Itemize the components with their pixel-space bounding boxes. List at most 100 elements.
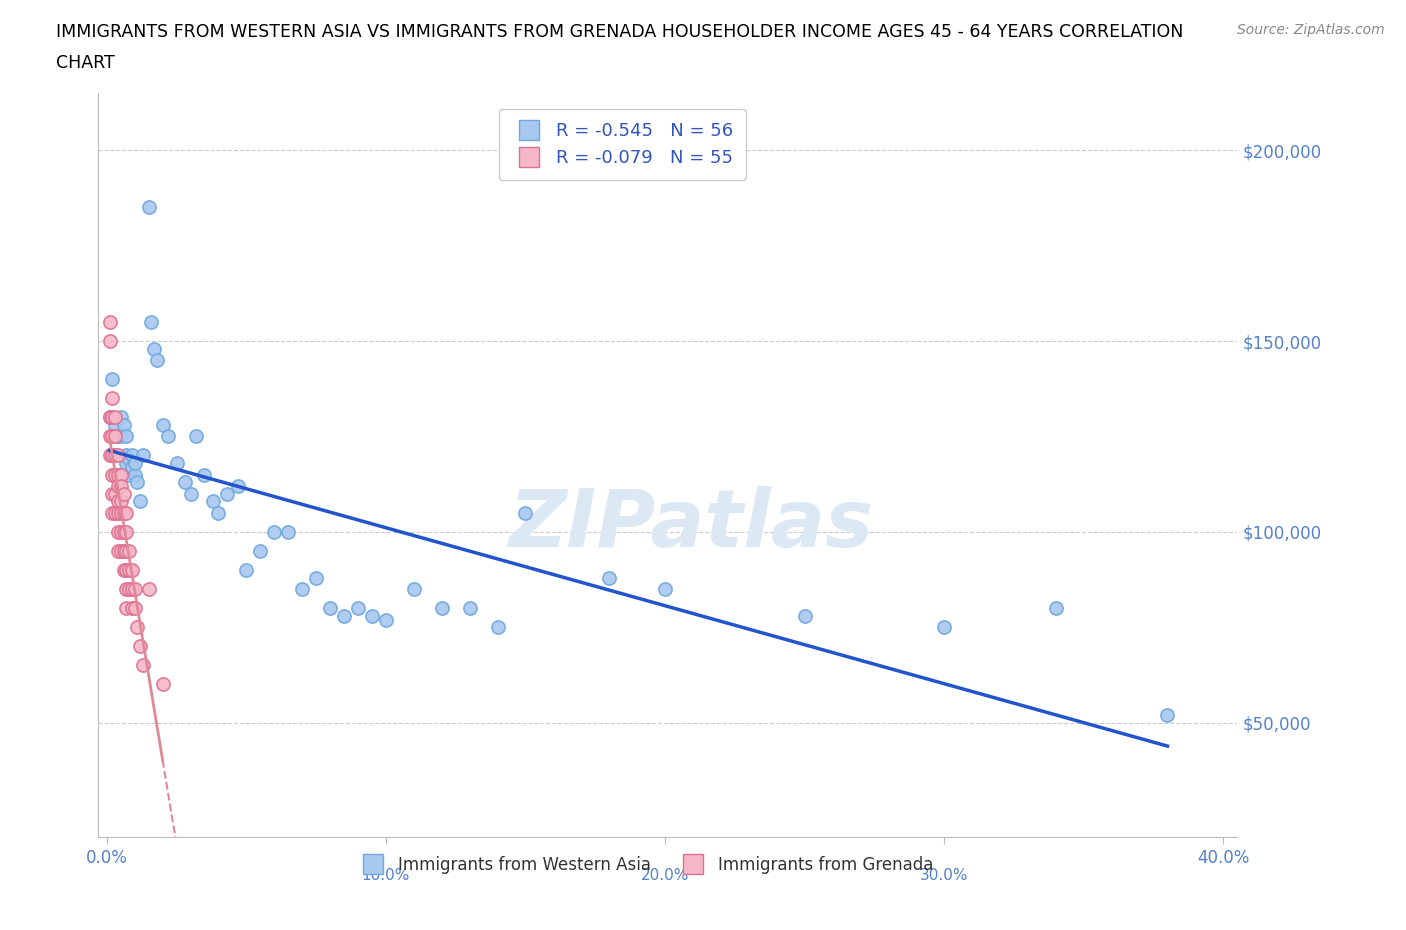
Point: [374, 612, 396, 627]
Point: [118, 452, 141, 467]
Point: [486, 619, 509, 634]
Point: [118, 563, 141, 578]
Point: [98, 429, 121, 444]
Point: [104, 429, 127, 444]
Point: [157, 429, 180, 444]
Point: [118, 543, 141, 558]
Point: [101, 391, 124, 405]
Point: [215, 486, 238, 501]
Point: [107, 525, 129, 539]
Point: [193, 467, 215, 482]
Point: [129, 494, 152, 509]
Point: [107, 494, 129, 509]
Point: [107, 448, 129, 463]
Point: [127, 474, 149, 489]
Point: [124, 456, 146, 471]
Text: 30.0%: 30.0%: [920, 868, 969, 883]
Point: [319, 601, 342, 616]
Point: [98, 410, 121, 425]
Point: [115, 429, 138, 444]
Point: [152, 677, 174, 692]
Point: [458, 601, 481, 616]
Point: [361, 608, 384, 623]
Point: [141, 314, 163, 329]
Point: [132, 658, 155, 672]
Point: [98, 410, 121, 425]
Point: [110, 410, 132, 425]
Point: [110, 525, 132, 539]
Point: [1045, 601, 1067, 616]
Point: [124, 467, 146, 482]
Point: [277, 525, 299, 539]
Point: [101, 429, 124, 444]
Point: [107, 467, 129, 482]
Point: [104, 448, 127, 463]
Point: [115, 525, 138, 539]
Point: [121, 448, 143, 463]
Point: [654, 581, 676, 596]
Text: 20.0%: 20.0%: [641, 868, 689, 883]
Point: [118, 581, 141, 596]
Point: [104, 505, 127, 520]
Point: [333, 608, 356, 623]
Point: [101, 410, 124, 425]
Point: [104, 418, 127, 432]
Point: [129, 639, 152, 654]
Point: [98, 314, 121, 329]
Point: [430, 601, 453, 616]
Point: [115, 448, 138, 463]
Point: [112, 505, 135, 520]
Point: [305, 570, 328, 585]
Point: [124, 581, 146, 596]
Point: [107, 429, 129, 444]
Text: ZIPatlas: ZIPatlas: [508, 485, 873, 564]
Point: [201, 494, 224, 509]
Point: [104, 467, 127, 482]
Point: [104, 410, 127, 425]
Point: [115, 581, 138, 596]
Point: [184, 429, 207, 444]
Point: [598, 570, 620, 585]
Point: [110, 505, 132, 520]
Point: [291, 581, 314, 596]
Point: [124, 601, 146, 616]
Point: [793, 608, 815, 623]
Text: Source: ZipAtlas.com: Source: ZipAtlas.com: [1237, 23, 1385, 37]
Point: [98, 448, 121, 463]
Point: [115, 505, 138, 520]
Point: [402, 581, 425, 596]
Point: [143, 341, 166, 356]
Point: [107, 479, 129, 494]
Point: [515, 505, 537, 520]
Point: [138, 581, 160, 596]
Point: [347, 601, 370, 616]
Point: [112, 418, 135, 432]
Point: [121, 459, 143, 474]
Point: [110, 543, 132, 558]
Point: [110, 494, 132, 509]
Point: [101, 372, 124, 387]
Point: [112, 525, 135, 539]
Point: [235, 563, 257, 578]
Point: [115, 601, 138, 616]
Point: [127, 619, 149, 634]
Point: [166, 456, 188, 471]
Point: [112, 486, 135, 501]
Point: [226, 479, 249, 494]
Text: 10.0%: 10.0%: [361, 868, 411, 883]
Point: [112, 563, 135, 578]
Point: [207, 505, 229, 520]
Point: [118, 467, 141, 482]
Point: [132, 448, 155, 463]
Point: [101, 486, 124, 501]
Point: [180, 486, 202, 501]
Point: [110, 479, 132, 494]
Point: [934, 619, 956, 634]
Point: [115, 456, 138, 471]
Point: [101, 505, 124, 520]
Point: [107, 505, 129, 520]
Point: [174, 474, 197, 489]
Point: [1156, 708, 1178, 723]
Point: [98, 334, 121, 349]
Text: IMMIGRANTS FROM WESTERN ASIA VS IMMIGRANTS FROM GRENADA HOUSEHOLDER INCOME AGES : IMMIGRANTS FROM WESTERN ASIA VS IMMIGRAN…: [56, 23, 1184, 41]
